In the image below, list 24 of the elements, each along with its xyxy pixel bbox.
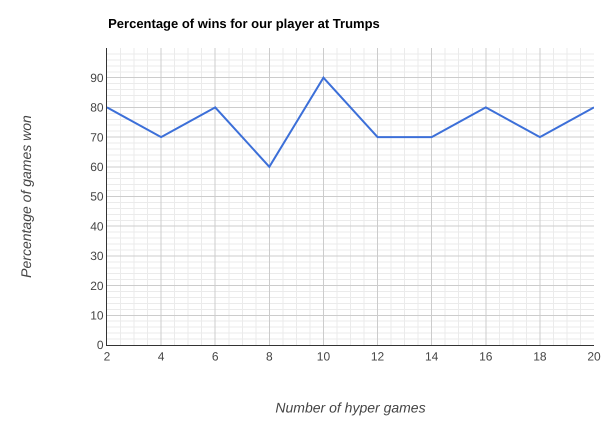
x-axis-title: Number of hyper games: [275, 400, 426, 416]
y-tick-label: 0: [96, 338, 104, 352]
y-tick-label: 10: [90, 308, 104, 322]
x-tick-label: 12: [370, 349, 385, 364]
y-tick-label: 40: [90, 219, 104, 234]
y-tick-label: 70: [90, 130, 104, 144]
y-tick-label: 80: [90, 100, 104, 115]
x-tick-label: 18: [533, 349, 547, 364]
x-tick-label: 14: [424, 349, 439, 364]
chart-title: Percentage of wins for our player at Trumps: [108, 16, 380, 32]
x-tick-label: 16: [479, 349, 493, 364]
y-tick-label: 90: [90, 70, 104, 85]
line-series: [107, 76, 594, 168]
x-tick-label: 10: [316, 349, 330, 364]
y-axis-title: Percentage of games won: [18, 114, 34, 278]
x-tick-label: 8: [266, 349, 273, 364]
y-tick-label: 30: [90, 249, 104, 264]
x-tick-label: 20: [587, 349, 601, 364]
x-tick-label: 6: [212, 349, 219, 364]
x-tick-label: 2: [104, 349, 111, 364]
y-tick-label: 50: [90, 190, 104, 204]
x-tick-label: 4: [158, 349, 165, 364]
y-tick-label: 20: [90, 278, 104, 293]
y-tick-label: 60: [90, 160, 104, 174]
